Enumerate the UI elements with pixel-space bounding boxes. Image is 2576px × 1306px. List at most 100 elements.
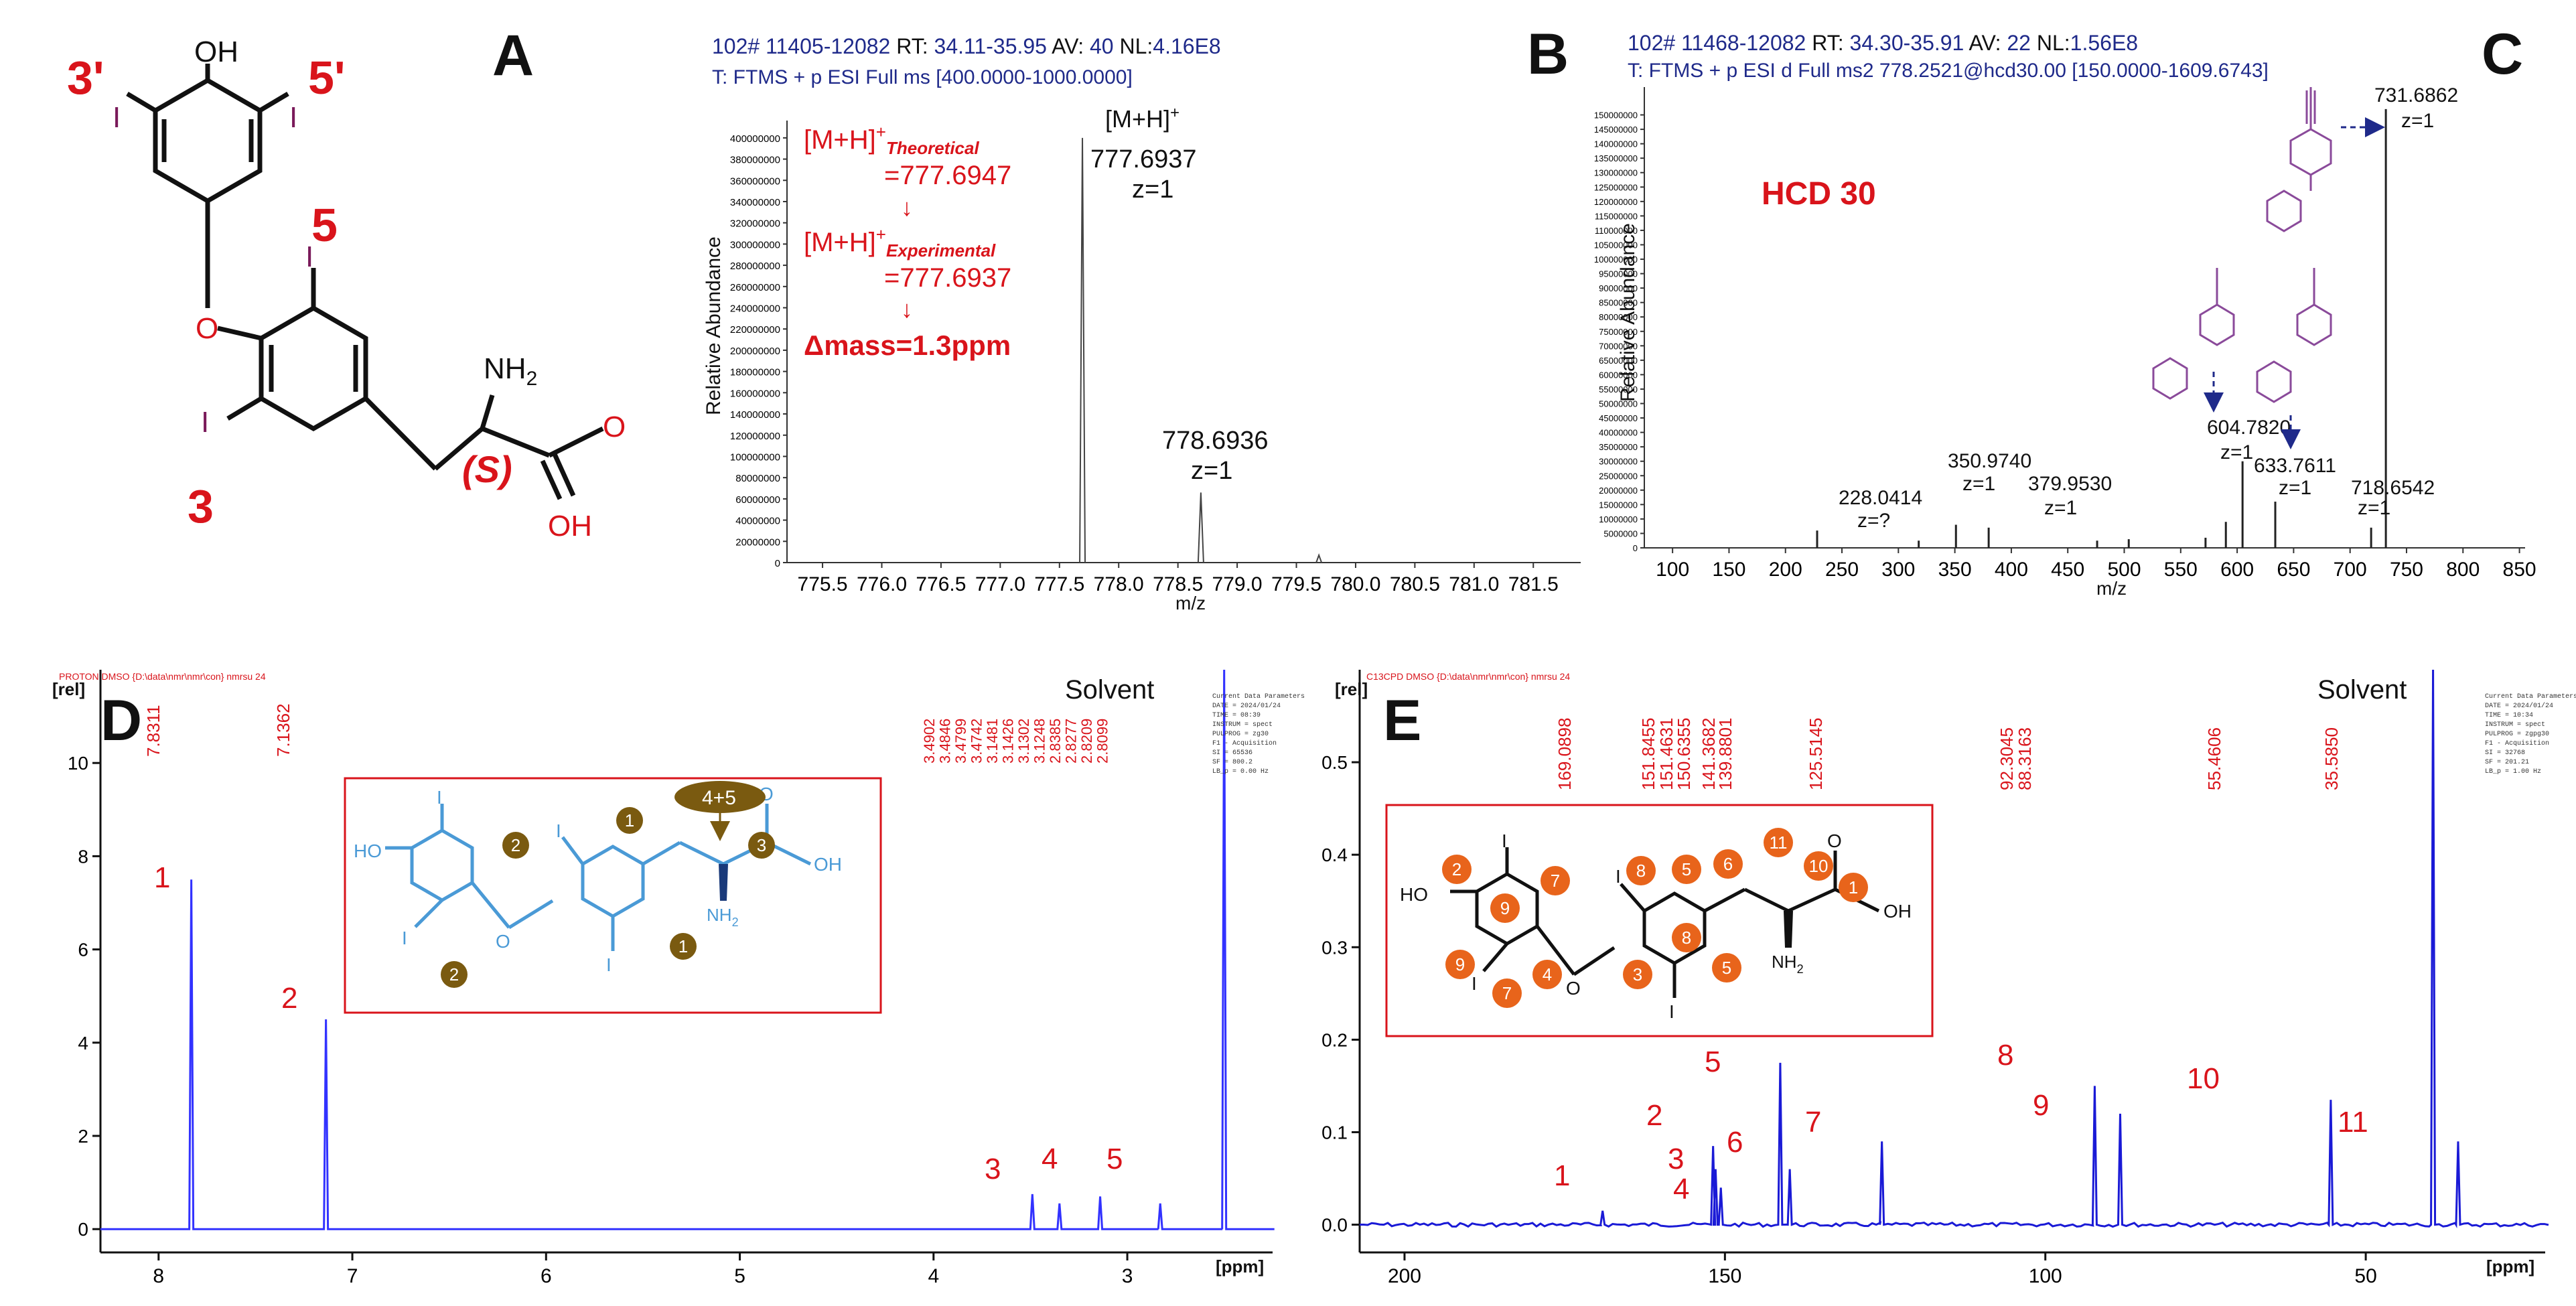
ms1-ytick-label: 240000000 — [730, 303, 780, 315]
e-struct-circle-label: 4 — [1543, 964, 1552, 985]
label-3prime: 3' — [67, 52, 104, 104]
d-peak-number: 4 — [1042, 1143, 1058, 1175]
e-atom-o: O — [1566, 978, 1581, 999]
ms1-y-ticks: 0 20000000 40000000 60000000 80000000 1000000… — [730, 133, 787, 569]
e-y-ticks: 0.0 0.1 0.2 0.3 0.4 0.5 — [1321, 752, 1360, 1236]
e-struct-circle — [1445, 950, 1475, 979]
ms2-ytick-label: 0 — [1633, 543, 1638, 553]
d-shift-label: 2.8385 — [1047, 719, 1064, 764]
ms2-header-line2: T: FTMS + p ESI d Full ms2 778.2521@hcd3… — [1628, 60, 2269, 82]
d-shift-label: 2.8099 — [1094, 719, 1111, 764]
e-wedge-bond — [1784, 911, 1793, 948]
e-peak-numbers: 1 234 5 6 7 89 10 11 — [1554, 1039, 2368, 1206]
e-atom-acid-oh: OH — [1883, 901, 1912, 922]
ms2-ytick-label: 30000000 — [1599, 457, 1638, 467]
ms2-header-line1: 102# 11468-12082 RT: 34.30-35.91 AV: 22 … — [1628, 31, 2138, 55]
ms2-label-228-z: z=? — [1857, 510, 1890, 532]
e-struct-circle-label: 7 — [1551, 871, 1560, 891]
ms2-label-633-z: z=1 — [2279, 477, 2311, 499]
d-ytick-label: 0 — [78, 1219, 88, 1240]
d-wedge-bond — [719, 864, 728, 901]
e-shift-label: 150.6355 — [1674, 718, 1694, 790]
e-meta-line: LB_p = 1.00 Hz — [2485, 768, 2541, 776]
d-struct-circle-label: 2 — [511, 835, 520, 855]
e-shift-label: 169.0898 — [1555, 718, 1575, 790]
e-meta-line: DATE = 2024/01/24 — [2485, 702, 2553, 710]
d-struct-circle — [670, 933, 697, 960]
ms2-xtick-label: 200 — [1769, 559, 1802, 581]
e-x-ticks: 200 150 100 50 — [1388, 1252, 2377, 1287]
panel-a: A 3' 5' 5 3 OH I I O I I NH — [67, 23, 626, 542]
thyroxine-skeleton — [126, 64, 604, 500]
e-xtick-label: 100 — [2029, 1265, 2062, 1287]
ms1-ytick-label: 260000000 — [730, 282, 780, 293]
ms1-xtick-label: 775.5 — [798, 573, 848, 595]
ms2-label-718-mz: 718.6542 — [2351, 477, 2435, 499]
ms2-label-379-mz: 379.9530 — [2028, 473, 2112, 495]
ms2-ytick-label: 85000000 — [1599, 298, 1638, 308]
stereo-label: (S) — [462, 448, 512, 490]
ms2-ytick-label: 70000000 — [1599, 341, 1638, 351]
ms1-ytick-label: 140000000 — [730, 409, 780, 421]
arrow-1: ↓ — [901, 194, 913, 221]
e-peak-number: 2 — [1646, 1099, 1662, 1132]
d-atom-o: O — [496, 931, 510, 952]
ms2-ytick-label: 135000000 — [1594, 153, 1638, 163]
ms1-ytick-label: 360000000 — [730, 175, 780, 187]
e-shift-label: 88.3163 — [2015, 727, 2035, 790]
d-shift-label: 3.1302 — [1015, 719, 1032, 764]
ms2-y-ticks: 0 5000000 10000000 15000000 20000000 25000000… — [1594, 111, 1644, 553]
ms2-xtick-label: 850 — [2503, 559, 2536, 581]
e-atom-acid-o: O — [1827, 830, 1842, 851]
d-meta-line: INSTRUM = spect — [1212, 721, 1273, 729]
e-atom-i1: I — [1502, 830, 1507, 851]
e-ytick-label: 0.3 — [1321, 937, 1348, 958]
ms2-ytick-label: 10000000 — [1599, 514, 1638, 524]
ms2-xtick-label: 400 — [1995, 559, 2028, 581]
e-ytick-label: 0.4 — [1321, 845, 1348, 865]
e-peak-number: 4 — [1673, 1173, 1689, 1206]
ms2-ytick-label: 95000000 — [1599, 269, 1638, 279]
d-shift-label: 3.4902 — [921, 719, 938, 764]
d-meta-line: LB_p = 0.00 Hz — [1212, 768, 1269, 776]
e-struct-circle — [1492, 978, 1522, 1008]
fragment-structure-731 — [2266, 87, 2332, 232]
ms2-label-731-mz: 731.6862 — [2374, 84, 2458, 106]
atom-oh-top: OH — [194, 35, 238, 68]
e-struct-circle-label: 8 — [1682, 928, 1691, 948]
d-header: PROTON DMSO {D:\data\nmr\nmr\con} nmrsu … — [59, 671, 266, 682]
ms2-label-731-z: z=1 — [2401, 110, 2434, 132]
e-struct-circle-label: 11 — [1770, 832, 1788, 853]
e-atom-i3: I — [1616, 866, 1621, 887]
e-shift-label: 125.5145 — [1806, 718, 1826, 790]
e-structure — [1450, 847, 1880, 998]
e-atom-i4: I — [1669, 1001, 1674, 1022]
ms2-ytick-label: 130000000 — [1594, 168, 1638, 178]
e-shift-label: 35.5850 — [2321, 727, 2342, 790]
ms1-peak — [1315, 553, 1323, 563]
e-shift-label: 151.4631 — [1656, 718, 1676, 790]
ms1-ytick-label: 320000000 — [730, 218, 780, 230]
e-meta-line: TIME = 10:34 — [2485, 712, 2533, 719]
ms2-xlabel: m/z — [2096, 578, 2127, 599]
label-5prime: 5' — [308, 52, 346, 104]
delta-mass: Δmass=1.3ppm — [804, 330, 1011, 361]
d-xtick-label: 3 — [1122, 1265, 1133, 1287]
e-struct-circle-label: 5 — [1682, 859, 1691, 879]
panel-label-c: C — [2482, 22, 2523, 86]
d-shift-label: 3.4742 — [969, 719, 985, 764]
d-rel: [rel] — [52, 679, 85, 699]
d-tag-text: 4+5 — [702, 787, 736, 809]
e-atom-i2: I — [1472, 973, 1477, 994]
e-structure-box — [1385, 804, 1934, 1037]
ms1-ytick-label: 180000000 — [730, 367, 780, 378]
e-struct-circle — [1672, 855, 1701, 884]
d-meta-line: DATE = 2024/01/24 — [1212, 702, 1281, 710]
d-meta-line: PULPROG = zg30 — [1212, 731, 1269, 738]
panel-d: PROTON DMSO {D:\data\nmr\nmr\con} nmrsu … — [52, 669, 1305, 1287]
ms2-label-350-z: z=1 — [1962, 473, 1995, 495]
ms1-ytick-label: 100000000 — [730, 451, 780, 463]
ms1-ytick-label: 200000000 — [730, 346, 780, 357]
atom-acid-o: O — [603, 411, 626, 443]
